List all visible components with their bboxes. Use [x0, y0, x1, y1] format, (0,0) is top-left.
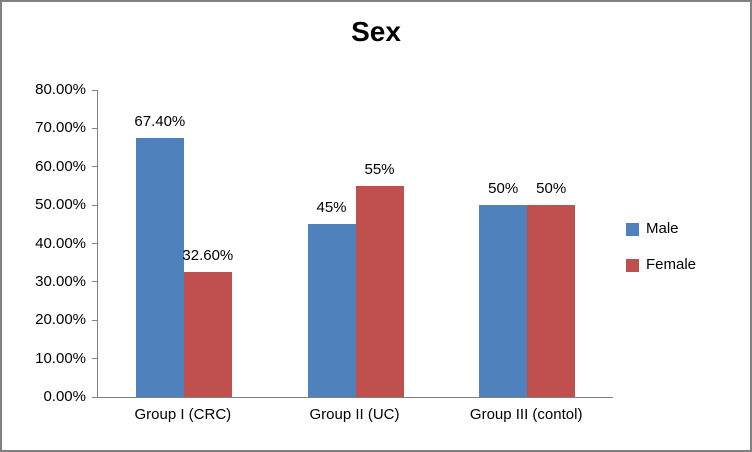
y-tick-label: 50.00% [35, 196, 86, 214]
data-label: 50% [536, 180, 567, 198]
legend-item-female: Female [626, 256, 696, 274]
y-tick-mark [92, 166, 97, 168]
y-tick-label: 60.00% [35, 157, 86, 175]
plot-area: 67.40% 45% 50% 32.60% 55% 50% [97, 90, 613, 398]
data-label: 50% [488, 180, 519, 198]
y-tick-mark [92, 396, 97, 398]
legend-swatch-male [626, 222, 639, 236]
bar-female-category-1 [355, 185, 404, 397]
y-tick-mark [92, 319, 97, 321]
y-tick-label: 70.00% [35, 119, 86, 137]
data-label: 32.60% [182, 246, 234, 264]
y-axis-labels: 0.00% 10.00% 20.00% 30.00% 40.00% 50.00% 60.00… [2, 81, 86, 405]
y-tick-mark [92, 89, 97, 91]
y-tick-label: 10.00% [35, 349, 86, 367]
y-tick-label: 20.00% [35, 311, 86, 329]
bar-male-category-2 [479, 205, 528, 397]
chart-title: Sex [351, 16, 401, 47]
y-tick-marks [92, 89, 97, 398]
bar-female-category-0 [183, 271, 232, 397]
bar-male-category-0 [135, 138, 184, 397]
legend-label: Male [646, 220, 679, 237]
data-label: 55% [364, 160, 395, 178]
y-tick-mark [92, 281, 97, 283]
legend-label: Female [646, 256, 697, 273]
legend-swatch-female [626, 258, 639, 272]
x-category-label: Group II (UC) [309, 406, 400, 423]
legend: Male Female [626, 220, 696, 292]
bar-male-category-1 [307, 224, 356, 397]
y-tick-mark [92, 243, 97, 244]
y-tick-mark [92, 127, 97, 129]
y-tick-label: 80.00% [35, 81, 86, 98]
y-tick-mark [92, 358, 97, 360]
x-category-label: Group III (contol) [469, 406, 583, 423]
y-tick-mark [92, 204, 97, 206]
data-label: 45% [316, 199, 347, 217]
bar-female-category-2 [527, 205, 576, 397]
y-tick-label: 40.00% [35, 234, 86, 252]
data-label: 67.40% [134, 113, 186, 131]
x-category-label: Group I (CRC) [134, 406, 232, 423]
x-category-labels: Group I (CRC) Group II (UC) Group III (con… [97, 406, 612, 424]
y-tick-label: 30.00% [35, 272, 86, 290]
legend-item-male: Male [626, 220, 696, 238]
y-tick-label: 0.00% [43, 388, 86, 405]
